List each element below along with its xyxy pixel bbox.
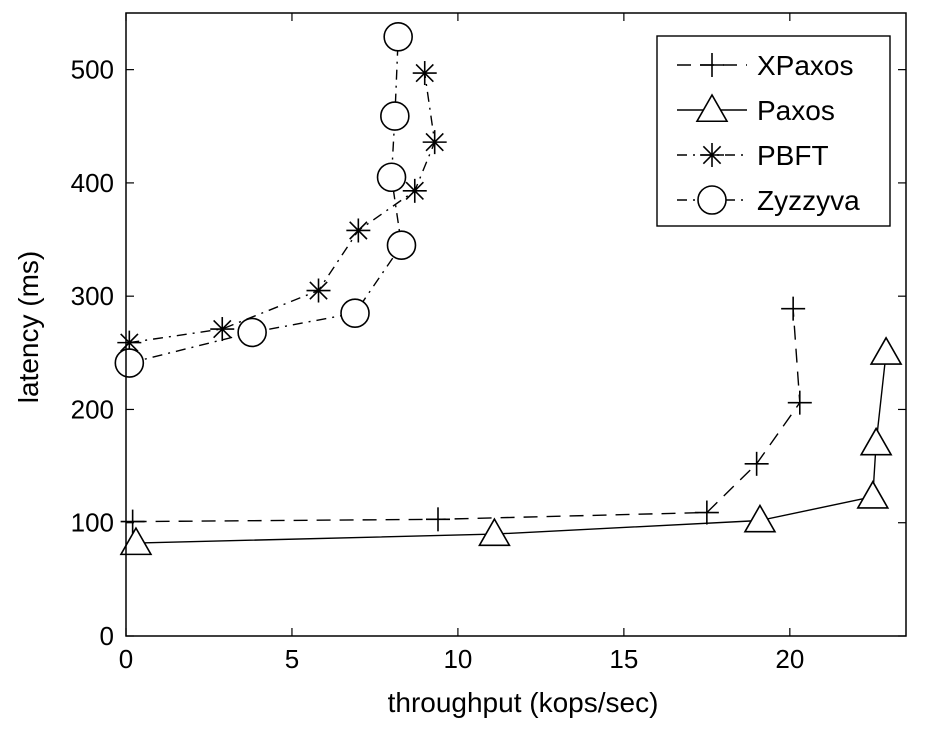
data-point-pbft-2 bbox=[306, 278, 331, 303]
series-xpaxos bbox=[120, 296, 812, 534]
y-tick-label: 400 bbox=[71, 168, 114, 198]
data-point-xpaxos-1 bbox=[426, 507, 450, 532]
x-tick-label: 15 bbox=[609, 644, 638, 674]
legend-label: Paxos bbox=[757, 95, 835, 126]
data-point-pbft-1 bbox=[210, 317, 235, 342]
y-tick-label: 100 bbox=[71, 508, 114, 538]
data-point-pbft-0 bbox=[117, 330, 142, 355]
x-tick-label: 20 bbox=[775, 644, 804, 674]
data-point-xpaxos-3 bbox=[744, 451, 769, 476]
legend-box bbox=[656, 35, 891, 227]
data-point-pbft-4 bbox=[402, 178, 427, 203]
legend-marker-asterisk bbox=[700, 143, 724, 167]
x-tick-label: 5 bbox=[285, 644, 299, 674]
x-tick-label: 0 bbox=[119, 644, 133, 674]
legend-label: PBFT bbox=[757, 140, 829, 171]
data-point-paxos-2 bbox=[743, 503, 777, 533]
y-tick-label: 300 bbox=[71, 281, 114, 311]
series-line-xpaxos bbox=[132, 308, 801, 523]
data-point-zyzzyva-5 bbox=[380, 101, 410, 131]
data-point-paxos-4 bbox=[859, 426, 893, 456]
legend-marker-circle bbox=[697, 185, 727, 215]
data-point-zyzzyva-4 bbox=[376, 162, 407, 193]
x-axis-title: throughput (kops/sec) bbox=[388, 687, 659, 718]
series-paxos bbox=[119, 336, 903, 556]
legend-marker-plus bbox=[700, 53, 724, 77]
data-point-zyzzyva-1 bbox=[237, 317, 267, 348]
data-point-xpaxos-0 bbox=[120, 509, 145, 534]
x-tick-label: 10 bbox=[443, 644, 472, 674]
y-axis-title: latency (ms) bbox=[13, 251, 44, 403]
data-point-zyzzyva-0 bbox=[114, 348, 145, 378]
legend-label: XPaxos bbox=[757, 50, 854, 81]
data-point-pbft-6 bbox=[412, 61, 437, 86]
data-point-pbft-3 bbox=[346, 218, 371, 243]
data-point-zyzzyva-6 bbox=[383, 21, 413, 52]
data-point-xpaxos-2 bbox=[694, 500, 719, 525]
data-point-paxos-1 bbox=[478, 517, 511, 547]
legend-entry-xpaxos: XPaxos bbox=[677, 50, 854, 81]
data-point-paxos-3 bbox=[856, 480, 890, 509]
legend-entry-paxos: Paxos bbox=[677, 93, 835, 126]
data-point-zyzzyva-2 bbox=[340, 298, 370, 328]
data-point-xpaxos-4 bbox=[787, 390, 812, 415]
data-point-paxos-0 bbox=[119, 526, 153, 556]
y-tick-label: 0 bbox=[100, 621, 114, 651]
data-point-zyzzyva-3 bbox=[386, 230, 417, 261]
data-point-pbft-5 bbox=[422, 130, 447, 155]
legend-entry-pbft: PBFT bbox=[677, 140, 829, 171]
y-tick-label: 200 bbox=[71, 394, 114, 424]
legend-marker-triangle bbox=[695, 93, 729, 123]
y-tick-label: 500 bbox=[71, 55, 114, 85]
plot-area bbox=[114, 21, 903, 556]
series-pbft bbox=[117, 61, 447, 355]
series-line-paxos bbox=[135, 352, 887, 544]
legend: XPaxos Paxos PBFT Zyzzyva bbox=[656, 35, 891, 227]
data-point-xpaxos-5 bbox=[781, 296, 806, 321]
data-point-paxos-5 bbox=[869, 336, 903, 365]
legend-label: Zyzzyva bbox=[757, 185, 860, 216]
series-zyzzyva bbox=[114, 21, 417, 378]
axes-frame bbox=[125, 12, 907, 637]
legend-entry-zyzzyva: Zyzzyva bbox=[677, 185, 860, 216]
